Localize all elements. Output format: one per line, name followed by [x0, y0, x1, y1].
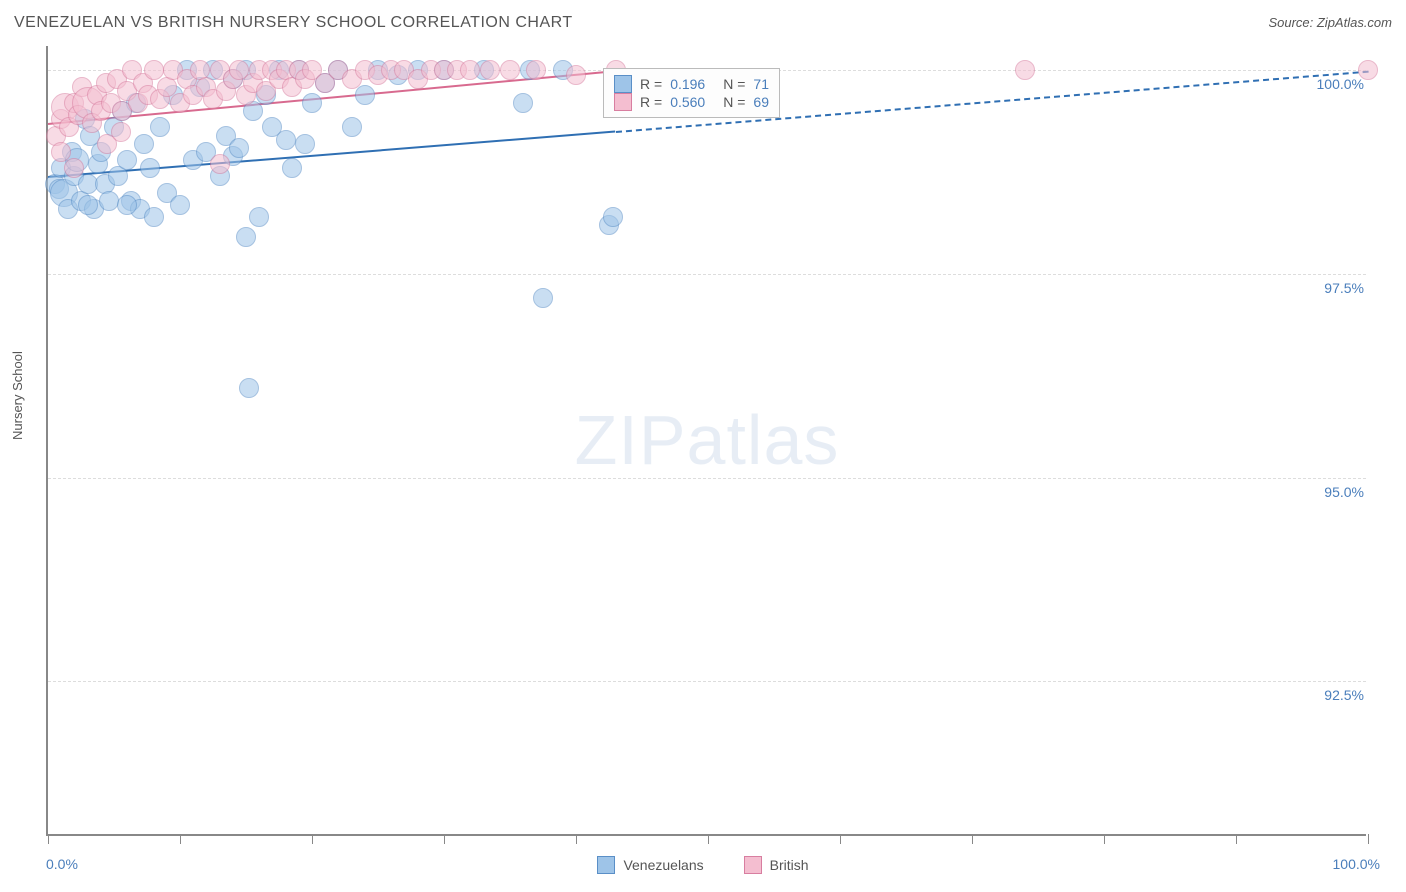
- source-credit: Source: ZipAtlas.com: [1268, 15, 1392, 30]
- data-point: [229, 138, 249, 158]
- x-tick: [48, 834, 49, 844]
- legend-label: British: [770, 857, 809, 873]
- x-tick: [576, 834, 577, 844]
- legend-swatch: [614, 75, 632, 93]
- gridline: [48, 681, 1366, 682]
- data-point: [566, 65, 586, 85]
- y-tick-label: 100.0%: [1313, 76, 1368, 92]
- data-point: [236, 227, 256, 247]
- data-point: [170, 195, 190, 215]
- stat-value: 71: [753, 76, 769, 92]
- legend-label: Venezuelans: [623, 857, 703, 873]
- data-point: [150, 117, 170, 137]
- data-point: [603, 207, 623, 227]
- data-point: [480, 60, 500, 80]
- data-point: [342, 117, 362, 137]
- data-point: [295, 134, 315, 154]
- data-point: [276, 130, 296, 150]
- watermark: ZIPatlas: [575, 400, 840, 480]
- data-point: [111, 122, 131, 142]
- data-point: [64, 158, 84, 178]
- data-point: [210, 154, 230, 174]
- data-point: [117, 195, 137, 215]
- legend-swatch: [597, 856, 615, 874]
- y-tick-label: 95.0%: [1320, 484, 1368, 500]
- data-point: [78, 195, 98, 215]
- gridline: [48, 274, 1366, 275]
- x-tick: [840, 834, 841, 844]
- data-point: [140, 158, 160, 178]
- data-point: [99, 191, 119, 211]
- data-point: [500, 60, 520, 80]
- data-point: [249, 207, 269, 227]
- y-tick-label: 97.5%: [1320, 280, 1368, 296]
- data-point: [51, 142, 71, 162]
- data-point: [302, 93, 322, 113]
- data-point: [1015, 60, 1035, 80]
- data-point: [460, 60, 480, 80]
- x-tick: [708, 834, 709, 844]
- chart-plot-area: ZIPatlas 100.0% 97.5% 95.0% 92.5% R = 0.196 N …: [46, 46, 1366, 836]
- data-point: [1358, 60, 1378, 80]
- y-axis-label: Nursery School: [10, 351, 25, 440]
- stat-label: R =: [640, 76, 662, 92]
- legend-swatch: [614, 93, 632, 111]
- legend-item: Venezuelans: [597, 856, 703, 874]
- data-point: [355, 85, 375, 105]
- data-point: [533, 288, 553, 308]
- chart-title: VENEZUELAN VS BRITISH NURSERY SCHOOL COR…: [14, 14, 573, 32]
- legend-item: British: [744, 856, 809, 874]
- data-point: [513, 93, 533, 113]
- stat-label: N =: [723, 94, 745, 110]
- stat-label: R =: [640, 94, 662, 110]
- x-tick: [1104, 834, 1105, 844]
- x-tick: [180, 834, 181, 844]
- stat-value: 69: [753, 94, 769, 110]
- data-point: [526, 60, 546, 80]
- data-point: [117, 150, 137, 170]
- legend-swatch: [744, 856, 762, 874]
- data-point: [282, 158, 302, 178]
- stat-label: N =: [723, 76, 745, 92]
- gridline: [48, 478, 1366, 479]
- data-point: [134, 134, 154, 154]
- data-point: [239, 378, 259, 398]
- stat-value: 0.560: [670, 94, 705, 110]
- x-tick: [1236, 834, 1237, 844]
- x-tick: [312, 834, 313, 844]
- stat-legend: R = 0.196 N = 71 R = 0.560 N = 69: [603, 68, 780, 118]
- x-tick: [444, 834, 445, 844]
- y-tick-label: 92.5%: [1320, 687, 1368, 703]
- stat-value: 0.196: [670, 76, 705, 92]
- x-tick: [1368, 834, 1369, 844]
- x-tick: [972, 834, 973, 844]
- data-point: [144, 207, 164, 227]
- legend-bottom: Venezuelans British: [0, 856, 1406, 874]
